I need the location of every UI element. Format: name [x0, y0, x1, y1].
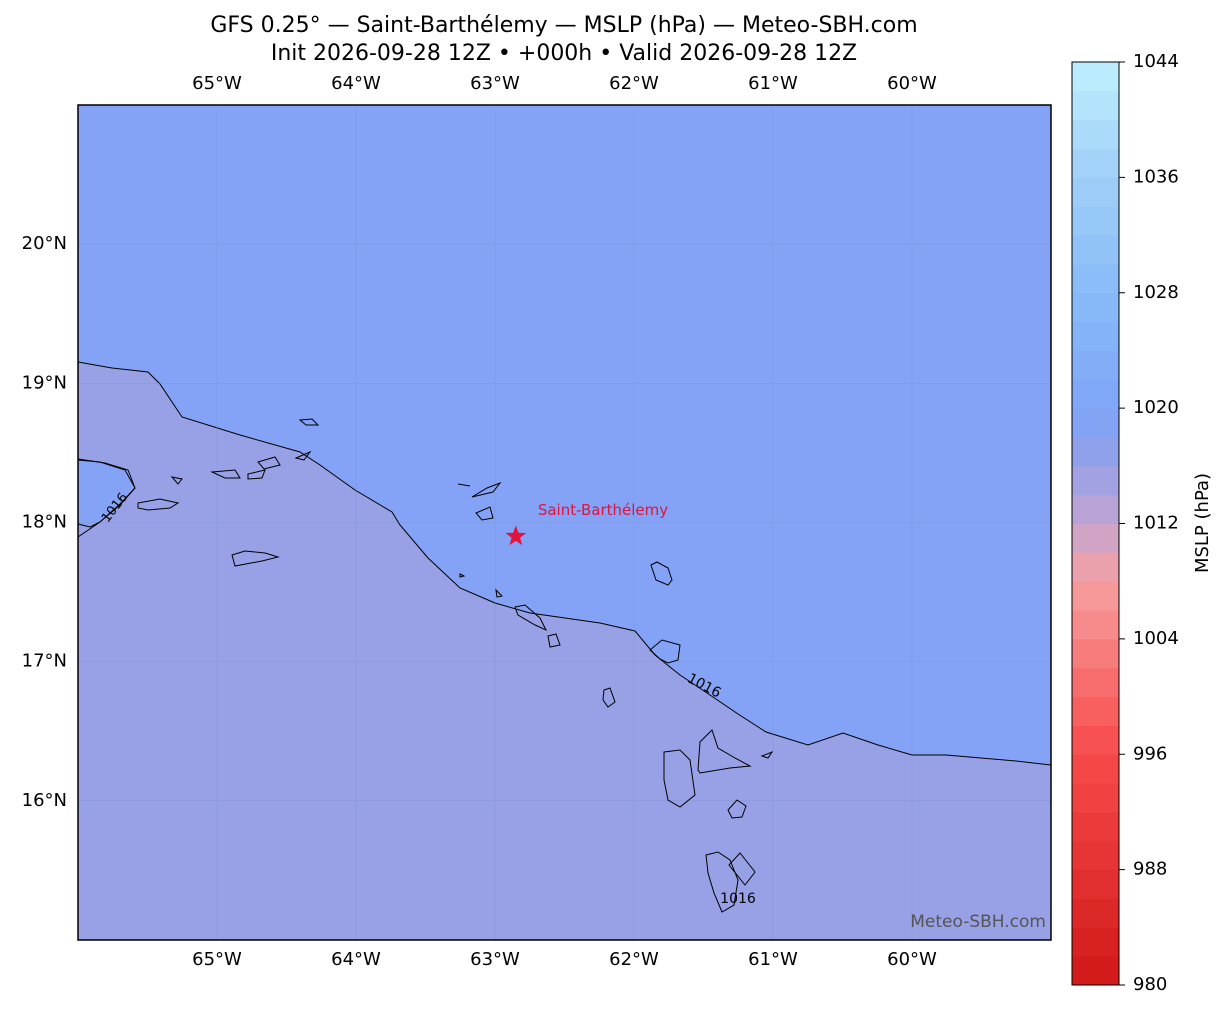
lon-label-top: 65°W — [192, 73, 242, 94]
colorbar-tick-label: 1020 — [1133, 397, 1179, 418]
coastline — [459, 573, 561, 648]
coastlines — [77, 418, 774, 913]
lon-label-bottom: 62°W — [609, 949, 659, 970]
colorbar-tick-label: 996 — [1133, 743, 1167, 764]
colorbar-band — [1072, 581, 1119, 611]
colorbar-band — [1072, 523, 1119, 553]
colorbar-band — [1072, 956, 1119, 986]
lon-label-bottom: 63°W — [470, 949, 520, 970]
lon-label-top: 63°W — [470, 73, 520, 94]
colorbar-tick-label: 1044 — [1133, 51, 1179, 72]
colorbar-band — [1072, 379, 1119, 409]
coastline — [602, 687, 616, 708]
lon-label-bottom: 61°W — [748, 949, 798, 970]
coastline — [77, 458, 136, 528]
coastline — [231, 550, 280, 567]
colorbar-band — [1072, 638, 1119, 669]
high-pressure-patch — [78, 460, 135, 527]
colorbar-band — [1072, 869, 1119, 899]
colorbar-band — [1072, 263, 1119, 294]
colorbar-band — [1072, 235, 1119, 265]
colorbar-band — [1072, 148, 1119, 178]
colorbar-band — [1072, 754, 1119, 784]
colorbar-band — [1072, 62, 1119, 92]
lon-label-bottom: 64°W — [331, 949, 381, 970]
colorbar-label: MSLP (hPa) — [1192, 473, 1213, 573]
map-frame — [77, 104, 1052, 941]
coastline — [457, 481, 502, 521]
coastline — [705, 851, 756, 913]
colorbar-band — [1072, 552, 1119, 582]
coastline — [663, 729, 752, 808]
colorbar-band — [1072, 436, 1119, 467]
lon-label-top: 61°W — [748, 73, 798, 94]
colorbar-band — [1072, 206, 1119, 236]
lon-label-top: 64°W — [331, 73, 381, 94]
coastline — [298, 418, 320, 426]
colorbar-band — [1072, 725, 1119, 755]
colorbar-band — [1072, 927, 1119, 957]
coastline — [727, 750, 774, 819]
colorbar-tick-label: 1036 — [1133, 166, 1179, 187]
lat-label: 16°N — [22, 790, 67, 811]
colorbar-band — [1072, 696, 1119, 726]
watermark: Meteo-SBH.com — [910, 912, 1046, 932]
place-label: Saint-Barthélemy — [538, 501, 668, 519]
lat-label: 17°N — [22, 651, 67, 672]
graticule — [78, 105, 1051, 940]
colorbar-band — [1072, 321, 1119, 351]
lat-label: 19°N — [22, 372, 67, 393]
lon-label-top: 62°W — [609, 73, 659, 94]
colorbar-tick-label: 1028 — [1133, 282, 1179, 303]
coastline — [137, 498, 180, 511]
colorbar-band — [1072, 465, 1119, 496]
colorbar-band — [1072, 494, 1119, 524]
colorbar-tick-label: 1004 — [1133, 628, 1179, 649]
colorbar-band — [1072, 898, 1119, 928]
colorbar-tick-label: 1012 — [1133, 513, 1179, 534]
contour-line — [77, 361, 1052, 766]
colorbar-band — [1072, 811, 1119, 842]
colorbar-band — [1072, 119, 1119, 150]
colorbar-band — [1072, 408, 1119, 438]
lon-label-top: 60°W — [887, 73, 937, 94]
lat-label: 18°N — [22, 512, 67, 533]
coastline — [650, 561, 673, 586]
colorbar-tick-label: 980 — [1133, 974, 1167, 995]
colorbar-band — [1072, 610, 1119, 640]
contour-label: 1016 — [720, 891, 756, 907]
colorbar-band — [1072, 783, 1119, 813]
colorbar-band — [1072, 350, 1119, 380]
place-marker — [505, 525, 527, 546]
colorbar-band — [1072, 292, 1119, 323]
colorbar-band — [1072, 90, 1119, 121]
coastline — [170, 450, 312, 485]
colorbar-tick-label: 988 — [1133, 859, 1167, 880]
title: GFS 0.25° — Saint-Barthélemy — MSLP (hPa… — [210, 13, 917, 38]
lat-label: 20°N — [22, 233, 67, 254]
low-pressure-area — [78, 362, 1051, 940]
colorbar-band — [1072, 667, 1119, 698]
colorbar: 980 988 996 1004 1012 1020 1028 1036 1044 — [1071, 51, 1179, 995]
lon-label-bottom: 60°W — [887, 949, 937, 970]
lon-label-bottom: 65°W — [192, 949, 242, 970]
coastline — [649, 639, 681, 664]
colorbar-band — [1072, 177, 1119, 207]
subtitle: Init 2026-09-28 12Z • +000h • Valid 2026… — [271, 41, 857, 66]
colorbar-band — [1072, 840, 1119, 871]
